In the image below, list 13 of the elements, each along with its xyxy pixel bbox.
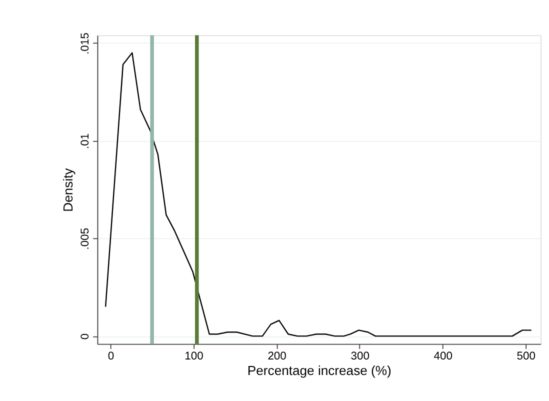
line-series	[104, 52, 532, 337]
x-tick-label: 300	[350, 350, 370, 362]
y-tick-label: .01	[79, 133, 92, 149]
x-tick-label: 500	[516, 350, 536, 362]
y-axis-title: Density	[60, 168, 76, 212]
y-tick-label: .005	[79, 228, 92, 250]
x-tick-label: 400	[434, 350, 452, 362]
x-axis-title: Percentage increase (%)	[247, 363, 392, 378]
y-tick-label: 0	[79, 333, 92, 340]
y-tick-label: .015	[79, 32, 92, 54]
x-tick-label: 0	[108, 350, 114, 362]
x-tick-label: 100	[184, 350, 204, 362]
x-tick-label: 200	[268, 350, 286, 362]
